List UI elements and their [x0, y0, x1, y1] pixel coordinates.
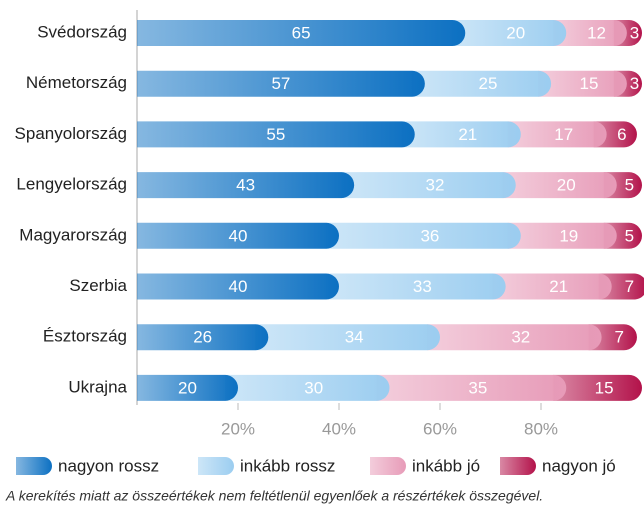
- value-label: 6: [617, 125, 626, 144]
- bar-segment: [452, 20, 567, 46]
- bar-segment: [588, 324, 637, 351]
- value-label: 55: [266, 125, 285, 144]
- legend-label: nagyon rossz: [58, 456, 159, 475]
- x-tick-label: 40%: [322, 419, 356, 438]
- value-label: 40: [229, 226, 248, 245]
- value-label: 5: [625, 226, 634, 245]
- category-label: Németország: [26, 73, 127, 92]
- category-label: Magyarország: [19, 225, 127, 244]
- value-label: 34: [345, 328, 364, 347]
- bar-segment: [492, 273, 612, 300]
- value-label: 57: [271, 74, 290, 93]
- value-label: 35: [468, 378, 487, 397]
- bar-segment: [401, 121, 521, 148]
- bar-segment: [326, 273, 506, 300]
- value-label: 15: [595, 378, 614, 397]
- bar-segment: [137, 222, 339, 249]
- category-label: Ukrajna: [68, 377, 127, 396]
- value-label: 65: [292, 23, 311, 42]
- value-label: 36: [420, 226, 439, 245]
- value-label: 3: [630, 74, 639, 93]
- value-label: 3: [630, 23, 639, 42]
- bar-segment: [137, 273, 339, 300]
- value-label: 20: [178, 378, 197, 397]
- bar-segment: [255, 324, 440, 351]
- bar-segment: [553, 20, 627, 46]
- bar-segment: [341, 172, 516, 199]
- footnote: A kerekítés miatt az összeértékek nem fe…: [5, 488, 543, 504]
- value-label: 32: [425, 176, 444, 195]
- bar-segment: [538, 70, 627, 97]
- value-label: 20: [557, 176, 576, 195]
- bar-segment: [137, 20, 466, 46]
- value-label: 20: [506, 23, 525, 42]
- x-tick-label: 80%: [524, 419, 558, 438]
- value-label: 26: [193, 328, 212, 347]
- value-label: 43: [236, 176, 255, 195]
- bar-segment: [427, 324, 602, 351]
- category-label: Lengyelország: [16, 175, 127, 194]
- bar-segment: [137, 324, 269, 351]
- value-label: 33: [413, 277, 432, 296]
- bar-segment: [411, 70, 552, 97]
- bar-segment: [137, 121, 415, 148]
- bar-segment: [137, 172, 355, 199]
- x-tick-label: 60%: [423, 419, 457, 438]
- category-label: Spanyolország: [15, 124, 127, 143]
- value-label: 5: [625, 176, 634, 195]
- value-label: 17: [554, 125, 573, 144]
- value-label: 12: [587, 23, 606, 42]
- bar-segment: [137, 70, 425, 97]
- bar-segment: [225, 374, 390, 401]
- bar-segment: [376, 374, 567, 401]
- legend-label: nagyon jó: [542, 456, 616, 475]
- legend-label: inkább rossz: [240, 456, 335, 475]
- category-label: Svédország: [37, 22, 127, 41]
- bar-segment: [507, 222, 617, 249]
- value-label: 25: [479, 74, 498, 93]
- value-label: 21: [458, 125, 477, 144]
- legend-swatch: [370, 457, 406, 475]
- value-label: 40: [229, 277, 248, 296]
- category-label: Észtország: [43, 327, 127, 346]
- category-label: Szerbia: [69, 276, 127, 295]
- value-label: 15: [580, 74, 599, 93]
- bar-segment: [598, 273, 644, 300]
- x-tick-label: 20%: [221, 419, 255, 438]
- bar-segment: [553, 374, 642, 401]
- legend-label: inkább jó: [412, 456, 480, 475]
- bar-segment: [507, 121, 607, 148]
- legend-swatch: [198, 457, 234, 475]
- value-label: 30: [304, 378, 323, 397]
- bar-segment: [326, 222, 521, 249]
- legend-swatch: [16, 457, 52, 475]
- value-label: 19: [559, 226, 578, 245]
- bar-segment: [137, 374, 239, 401]
- bar-segment: [502, 172, 617, 199]
- value-label: 7: [625, 277, 634, 296]
- legend-swatch: [500, 457, 536, 475]
- value-label: 7: [615, 328, 624, 347]
- value-label: 32: [511, 328, 530, 347]
- value-label: 21: [549, 277, 568, 296]
